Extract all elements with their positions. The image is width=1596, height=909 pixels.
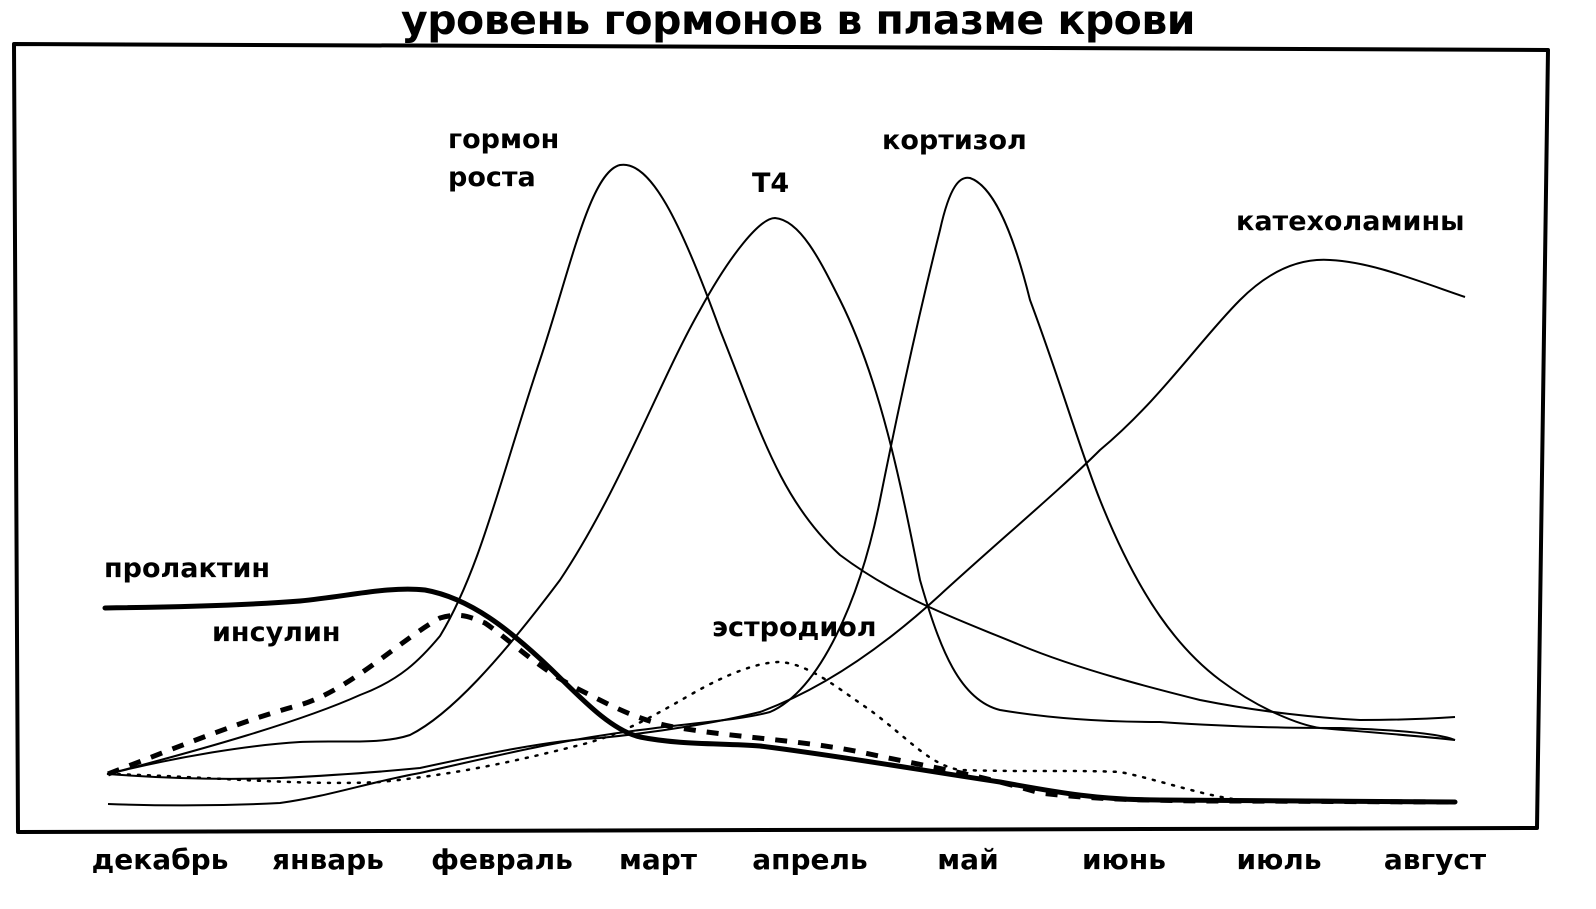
label-estradiol: эстродиол bbox=[712, 612, 877, 643]
x-tick-april: апрель bbox=[752, 843, 868, 876]
x-tick-march: март bbox=[618, 843, 698, 876]
label-catecholamines: катехоламины bbox=[1236, 206, 1465, 237]
chart-frame bbox=[12, 42, 1550, 834]
series-cortisol bbox=[107, 176, 1456, 807]
x-tick-june: июнь bbox=[1082, 843, 1166, 876]
x-tick-august: август bbox=[1383, 843, 1487, 876]
label-t4: Т4 bbox=[752, 168, 790, 199]
x-tick-may: май bbox=[937, 843, 999, 876]
series-growth-hormone bbox=[107, 163, 1456, 775]
series-catecholamines bbox=[107, 258, 1466, 780]
chart-title: уровень гормонов в плазме крови bbox=[400, 0, 1196, 44]
label-prolactin: пролактин bbox=[104, 553, 271, 584]
x-tick-january: январь bbox=[272, 843, 384, 876]
x-tick-july: июль bbox=[1236, 843, 1322, 876]
x-tick-february: февраль bbox=[431, 843, 573, 876]
series-t4 bbox=[107, 216, 1456, 775]
series-estradiol bbox=[106, 660, 1457, 804]
x-tick-december: декабрь bbox=[91, 843, 229, 876]
label-growth-hormone-line1: гормон bbox=[448, 124, 560, 155]
label-growth-hormone-line2: роста bbox=[448, 162, 536, 193]
label-cortisol: кортизол bbox=[882, 125, 1027, 156]
label-insulin: инсулин bbox=[212, 617, 341, 648]
series-prolactin bbox=[102, 586, 1458, 805]
